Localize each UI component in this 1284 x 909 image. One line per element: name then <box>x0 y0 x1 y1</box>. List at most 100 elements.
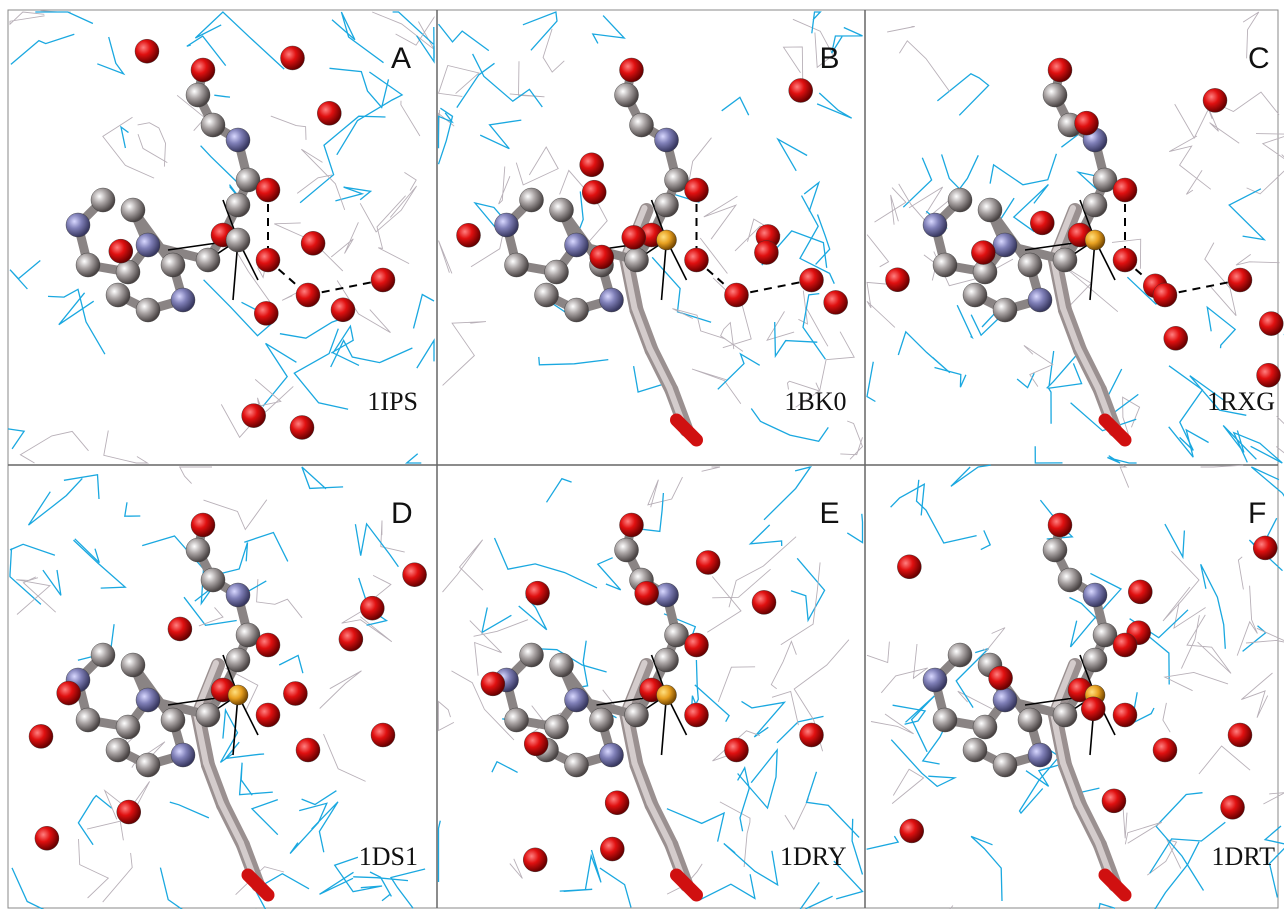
panel-letter: B <box>820 42 840 75</box>
wireframe <box>331 341 413 368</box>
atom <box>615 538 639 562</box>
wireframe <box>1149 842 1199 909</box>
atom <box>283 682 307 706</box>
wireframe <box>97 37 123 74</box>
atom <box>963 283 987 307</box>
atom <box>1018 253 1042 277</box>
wireframe <box>87 821 123 840</box>
wireframe <box>1174 603 1206 628</box>
atom <box>524 732 548 756</box>
atom <box>1030 211 1054 235</box>
wireframe <box>971 836 1002 901</box>
atom <box>121 198 145 222</box>
wireframe <box>696 660 698 703</box>
atom <box>685 248 709 272</box>
wireframe <box>257 579 303 618</box>
wireframe <box>667 809 724 842</box>
wireframe <box>778 139 807 171</box>
atom <box>1085 230 1105 250</box>
wireframe <box>457 63 495 107</box>
wireframe <box>1169 366 1202 451</box>
atom <box>1153 738 1177 762</box>
atom <box>933 253 957 277</box>
wireframe <box>767 311 794 340</box>
pdb-code: 1DS1 <box>359 842 418 871</box>
wireframe <box>804 183 819 212</box>
wireframe <box>1123 807 1127 839</box>
atom <box>505 708 529 732</box>
wireframe <box>598 558 621 590</box>
atom <box>657 685 677 705</box>
wireframe <box>958 691 993 709</box>
atom <box>523 848 547 872</box>
panel-letter: E <box>820 497 840 530</box>
wireframe <box>891 740 954 787</box>
wireframe <box>764 467 811 520</box>
ligand-stick <box>677 875 697 895</box>
atom <box>191 513 215 537</box>
wireframe <box>10 548 41 604</box>
wireframe <box>12 868 61 909</box>
atom <box>600 743 624 767</box>
wireframe <box>495 538 598 588</box>
atom <box>789 78 813 102</box>
atom <box>171 288 195 312</box>
wireframe <box>807 772 860 838</box>
wireframe <box>1229 189 1264 240</box>
atom <box>993 688 1017 712</box>
atom <box>1164 326 1188 350</box>
wireframe <box>370 872 391 896</box>
wireframe <box>898 332 950 373</box>
atom <box>685 703 709 727</box>
wireframe <box>990 154 1056 185</box>
wireframe <box>600 868 631 907</box>
wireframe <box>214 95 230 97</box>
wireframe <box>1047 351 1079 388</box>
atom <box>535 283 559 307</box>
atom <box>620 513 644 537</box>
atom <box>66 213 90 237</box>
wireframe <box>121 127 129 148</box>
wireframe <box>750 525 781 546</box>
atom <box>331 298 355 322</box>
wireframe <box>847 514 862 543</box>
atom <box>117 800 141 824</box>
atom <box>1102 789 1126 813</box>
wireframe <box>892 769 924 803</box>
panel: D 1DS1 <box>10 467 427 909</box>
atom <box>520 188 544 212</box>
panel-letter: D <box>391 497 413 530</box>
atom <box>1113 248 1137 272</box>
wireframe <box>160 868 194 909</box>
wireframe <box>10 12 45 24</box>
wireframe <box>720 802 750 867</box>
wireframe <box>1156 793 1203 891</box>
atom <box>685 178 709 202</box>
atom <box>923 668 947 692</box>
wireframe <box>226 742 264 758</box>
wireframe <box>11 34 74 64</box>
atom <box>635 581 659 605</box>
atom <box>1028 288 1052 312</box>
wireframe <box>1107 456 1136 463</box>
atom <box>1048 58 1072 82</box>
wireframe <box>707 577 741 633</box>
wireframe <box>104 431 148 464</box>
wireframe <box>1243 626 1266 652</box>
wireframe <box>1276 416 1284 456</box>
atom <box>109 239 133 263</box>
atom <box>1043 83 1067 107</box>
wireframe <box>803 294 825 360</box>
atom <box>196 248 220 272</box>
atom <box>226 228 250 252</box>
atom <box>1043 538 1067 562</box>
wireframe <box>443 540 484 592</box>
wireframe <box>480 120 521 149</box>
atom <box>1028 743 1052 767</box>
atom <box>993 753 1017 777</box>
atom <box>565 688 589 712</box>
atom <box>520 643 544 667</box>
wireframe <box>252 800 278 835</box>
atom <box>971 241 995 265</box>
wireframe <box>263 343 297 406</box>
